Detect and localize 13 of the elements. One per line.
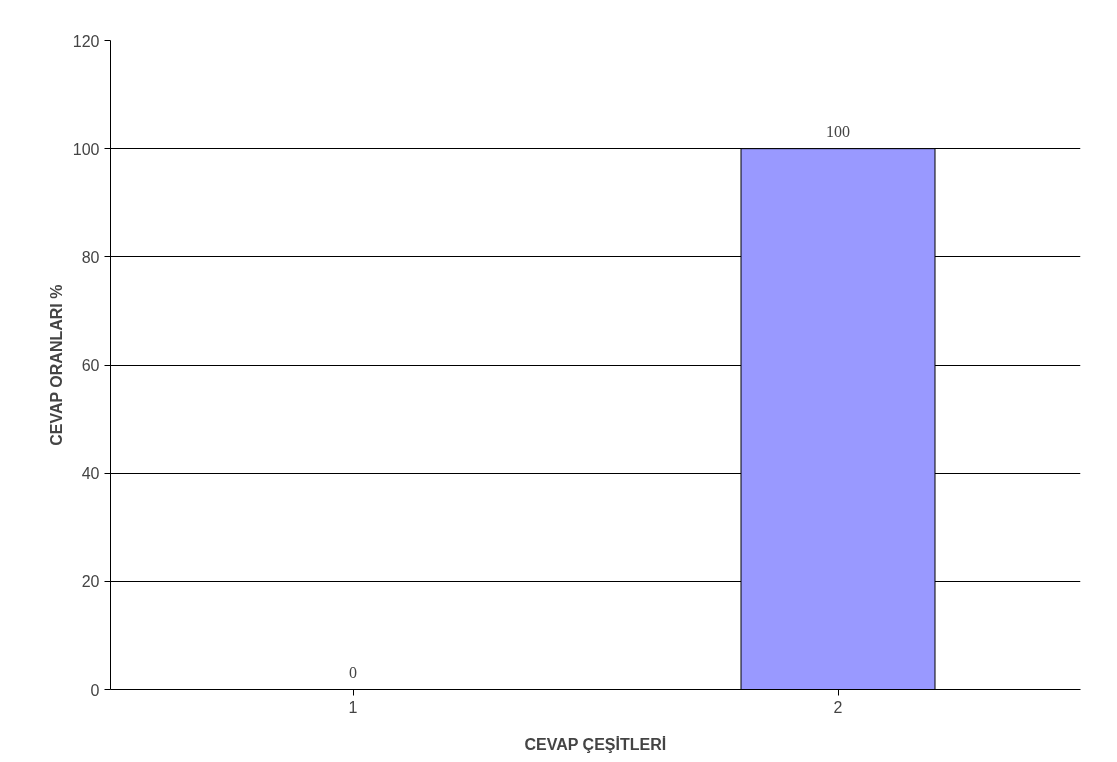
y-tick-label: 80	[81, 248, 100, 266]
y-tick-label: 100	[72, 140, 100, 158]
y-tick-label: 120	[72, 32, 100, 50]
x-tick-label: 2	[833, 698, 843, 716]
data-label: 0	[349, 663, 357, 681]
x-tick-label: 1	[348, 698, 358, 716]
y-tick-label: 40	[81, 465, 100, 483]
x-axis-title: CEVAP ÇEŞİTLERİ	[524, 735, 667, 753]
y-tick-label: 0	[90, 681, 100, 699]
data-label: 100	[826, 122, 850, 140]
y-tick-label: 20	[81, 573, 100, 591]
y-axis-title: CEVAP ORANLARI %	[47, 284, 65, 446]
y-tick-label: 60	[81, 357, 100, 374]
